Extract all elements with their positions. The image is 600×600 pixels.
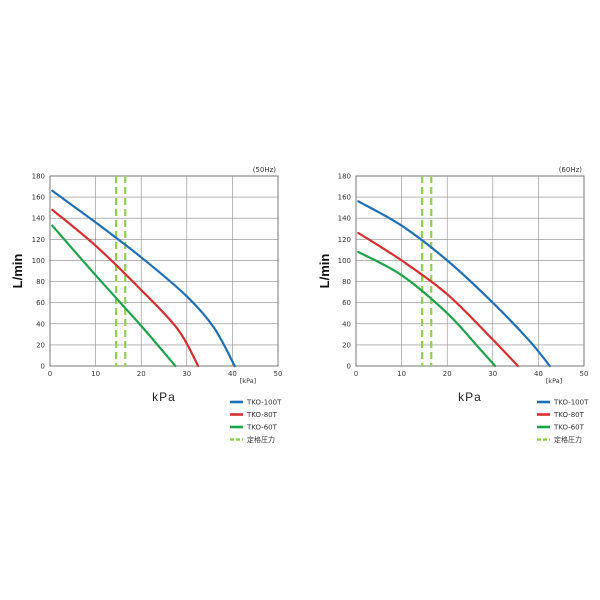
y-tick-label: 40 [36, 320, 45, 328]
x-tick-label: 0 [354, 370, 358, 378]
series-line [51, 189, 236, 368]
y-tick-label: 120 [338, 236, 351, 244]
y-tick-label: 20 [36, 341, 45, 349]
y-tick-label: 120 [32, 236, 45, 244]
y-tick-label: 180 [338, 173, 351, 181]
x-tick-label: 40 [534, 370, 543, 378]
y-tick-label: 160 [338, 194, 351, 202]
chart-2: 0 20 40 60 80 100 120 140 160 180 0 10 20 30 40 50 (60Hz… [317, 166, 589, 444]
y-tick-label: 0 [347, 363, 351, 371]
y-axis-label: L/min [10, 254, 25, 289]
y-tick-label: 140 [338, 215, 351, 223]
legend-label: TKO-80T [553, 411, 585, 419]
y-tick-label: 0 [41, 363, 45, 371]
x-axis-label: kPa [458, 390, 482, 404]
legend-label: TKO-60T [553, 424, 585, 432]
y-tick-label: 140 [32, 215, 45, 223]
frequency-label: (60Hz) [559, 166, 583, 174]
legend-label: 定格圧力 [554, 435, 582, 444]
chart-1: 0 20 40 60 80 100 120 140 160 180 0 10 20 30 40 50 (50Hz… [10, 166, 282, 444]
legend-label: TKO-60T [246, 424, 278, 432]
y-tick-label: 80 [342, 278, 351, 286]
y-tick-label: 60 [36, 299, 45, 307]
legend-label: TKO-100T [553, 399, 589, 407]
x-tick-label: 20 [443, 370, 452, 378]
x-tick-label: 50 [580, 370, 589, 378]
x-tick-label: 10 [91, 370, 100, 378]
y-tick-label: 20 [342, 341, 351, 349]
x-tick-label: 30 [182, 370, 191, 378]
legend-label: 定格圧力 [247, 435, 275, 444]
y-tick-label: 160 [32, 194, 45, 202]
series-line [51, 208, 200, 368]
frequency-label: (50Hz) [253, 166, 277, 174]
legend-label: TKO-80T [246, 411, 278, 419]
legend: TKO-100T TKO-80T TKO-60T 定格圧力 [230, 399, 282, 444]
x-unit-label: [kPa] [546, 377, 562, 385]
y-tick-label: 100 [338, 257, 351, 265]
x-tick-label: 50 [274, 370, 283, 378]
y-tick-label: 100 [32, 257, 45, 265]
series-line [357, 250, 497, 368]
y-axis-label: L/min [317, 254, 332, 289]
series-line [357, 200, 551, 368]
y-tick-label: 80 [36, 278, 45, 286]
x-unit-label: [kPa] [240, 377, 256, 385]
plot-frame [49, 175, 279, 367]
x-tick-label: 10 [397, 370, 406, 378]
x-axis-label: kPa [152, 390, 176, 404]
series-line [357, 231, 519, 368]
grid [356, 176, 584, 366]
x-tick-label: 40 [228, 370, 237, 378]
x-tick-label: 20 [137, 370, 146, 378]
legend: TKO-100T TKO-80T TKO-60T 定格圧力 [537, 399, 589, 444]
x-tick-label: 0 [48, 370, 52, 378]
y-tick-label: 180 [32, 173, 45, 181]
y-tick-label: 40 [342, 320, 351, 328]
series-line [51, 224, 177, 368]
y-tick-label: 60 [342, 299, 351, 307]
x-tick-label: 30 [488, 370, 497, 378]
legend-label: TKO-100T [246, 399, 282, 407]
